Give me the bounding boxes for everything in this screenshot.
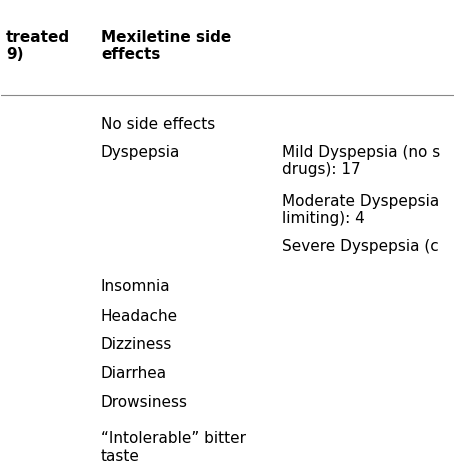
Text: Drowsiness: Drowsiness (101, 395, 188, 410)
Text: Headache: Headache (101, 309, 178, 324)
Text: Mexiletine side
effects: Mexiletine side effects (101, 29, 231, 62)
Text: treated
9): treated 9) (6, 29, 70, 62)
Text: Dizziness: Dizziness (101, 337, 173, 352)
Text: No side effects: No side effects (101, 117, 215, 131)
Text: Insomnia: Insomnia (101, 279, 171, 293)
Text: Dyspepsia: Dyspepsia (101, 145, 180, 160)
Text: Severe Dyspepsia (c: Severe Dyspepsia (c (282, 239, 439, 254)
Text: “Intolerable” bitter
taste: “Intolerable” bitter taste (101, 431, 246, 464)
Text: Moderate Dyspepsia
limiting): 4: Moderate Dyspepsia limiting): 4 (282, 194, 439, 227)
Text: Mild Dyspepsia (no s
drugs): 17: Mild Dyspepsia (no s drugs): 17 (282, 145, 440, 177)
Text: Diarrhea: Diarrhea (101, 365, 167, 381)
